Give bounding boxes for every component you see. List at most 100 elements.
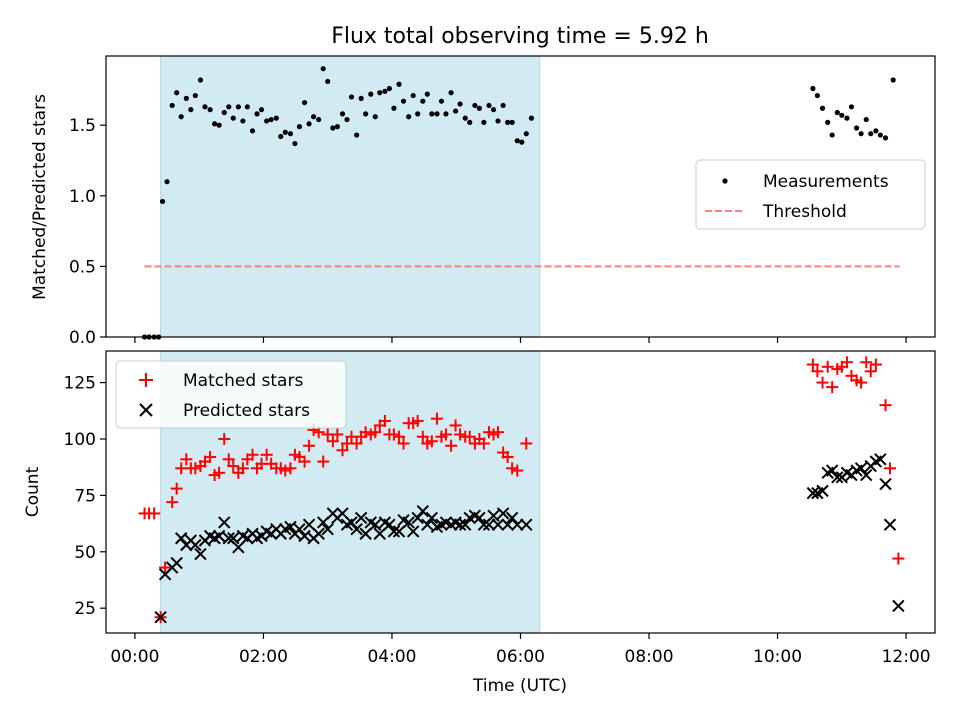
measurements-point (382, 88, 388, 94)
counts-xtick-label: 04:00 (367, 647, 416, 667)
predicted-stars-point (505, 511, 519, 525)
ratio-ytick-label: 1.0 (69, 187, 96, 207)
matched-stars-point (317, 455, 330, 468)
counts-legend: Matched stars Predicted stars (115, 360, 347, 429)
predicted-stars-point (473, 511, 486, 525)
matched-stars-point (326, 435, 339, 448)
measurements-point (429, 111, 435, 117)
counts-legend-box (115, 360, 347, 429)
measurements-point (868, 131, 874, 137)
counts-xtick-label: 02:00 (239, 647, 288, 667)
measurements-point (858, 131, 864, 137)
predicted-stars-point (387, 525, 401, 538)
measurements-point (330, 125, 336, 131)
matched-stars-point (180, 453, 193, 466)
measurements-point (844, 115, 850, 121)
matched-stars-point (397, 437, 410, 450)
matched-stars-point (811, 365, 824, 378)
predicted-stars-point (501, 518, 514, 531)
matched-stars-point (189, 462, 202, 475)
matched-stars-point (387, 428, 400, 441)
measurements-point (164, 179, 170, 185)
ratio-observing-span (160, 55, 541, 338)
measurements-point (500, 102, 506, 109)
legend-measurements-marker (722, 178, 728, 184)
counts-y-axis-label: Count (23, 466, 43, 517)
counts-ytick-label: 125 (64, 374, 96, 394)
legend-matched-marker (139, 373, 153, 387)
measurements-point (448, 90, 454, 96)
matched-stars-point (806, 358, 819, 371)
predicted-stars-point (345, 516, 358, 529)
measurements-point (221, 109, 227, 116)
measurements-point (848, 104, 855, 110)
predicted-stars-point (459, 518, 472, 531)
counts-xtick-label: 08:00 (625, 647, 674, 667)
matched-stars-point (166, 496, 179, 509)
measurements-point (462, 115, 468, 121)
measurements-point (178, 114, 184, 120)
measurements-point (391, 105, 397, 111)
measurements-point (368, 91, 374, 97)
measurements-point (514, 138, 520, 144)
predicted-stars-point (825, 464, 839, 477)
matched-stars-point (449, 419, 462, 432)
measurements-point (320, 66, 326, 72)
measurements-point (410, 92, 416, 99)
matched-stars-point (213, 466, 226, 479)
measurements-point (273, 115, 279, 121)
matched-stars-point (350, 437, 363, 450)
measurements-point (829, 132, 835, 138)
predicted-stars-point (321, 523, 334, 536)
matched-stars-point (303, 439, 316, 452)
measurements-point (174, 90, 180, 96)
measurements-point (406, 114, 412, 120)
figure-title: Flux total observing time = 5.92 h (331, 24, 709, 49)
measurements-point (354, 132, 360, 138)
legend-threshold-label: Threshold (762, 202, 847, 222)
measurements-point (254, 111, 260, 117)
predicted-stars-point (421, 518, 434, 531)
matched-stars-point (869, 358, 882, 371)
measurements-point (415, 111, 421, 117)
measurements-point (207, 107, 213, 113)
predicted-stars-point (392, 525, 406, 538)
predicted-stars-point (222, 532, 235, 545)
predicted-stars-point (227, 532, 240, 545)
ratio-legend-box (695, 159, 926, 230)
predicted-stars-point (416, 504, 430, 518)
predicted-stars-point (194, 547, 207, 561)
measurements-point (287, 131, 294, 137)
predicted-stars-point (284, 520, 297, 534)
matched-stars-point (284, 462, 297, 475)
matched-stars-point (236, 462, 249, 475)
measurements-point (814, 92, 820, 99)
matched-stars-point (864, 365, 877, 378)
matched-stars-point (506, 462, 519, 475)
measurements-point (377, 90, 383, 96)
predicted-stars-point (154, 611, 167, 624)
predicted-stars-point (406, 525, 420, 538)
matched-stars-point (821, 360, 834, 373)
measurements-point (495, 118, 501, 124)
matched-stars-point (463, 430, 476, 443)
matched-stars-point (246, 448, 259, 461)
measurements-point (443, 111, 449, 117)
measurements-point (452, 108, 459, 114)
counts-ytick-label: 50 (74, 543, 96, 563)
matched-stars-point (279, 464, 292, 477)
measurements-point (819, 105, 826, 111)
predicted-stars-point (312, 527, 325, 540)
measurements-point (438, 98, 445, 104)
measurements-point (264, 118, 270, 124)
matched-stars-point (454, 428, 467, 441)
matched-stars-point (393, 430, 406, 443)
matched-stars-point (378, 414, 391, 427)
predicted-stars-point (298, 529, 311, 543)
predicted-stars-point (883, 518, 897, 531)
measurements-point (325, 78, 331, 85)
measurements-point (825, 119, 831, 125)
matched-stars-point (840, 356, 853, 369)
matched-stars-point (369, 426, 382, 439)
